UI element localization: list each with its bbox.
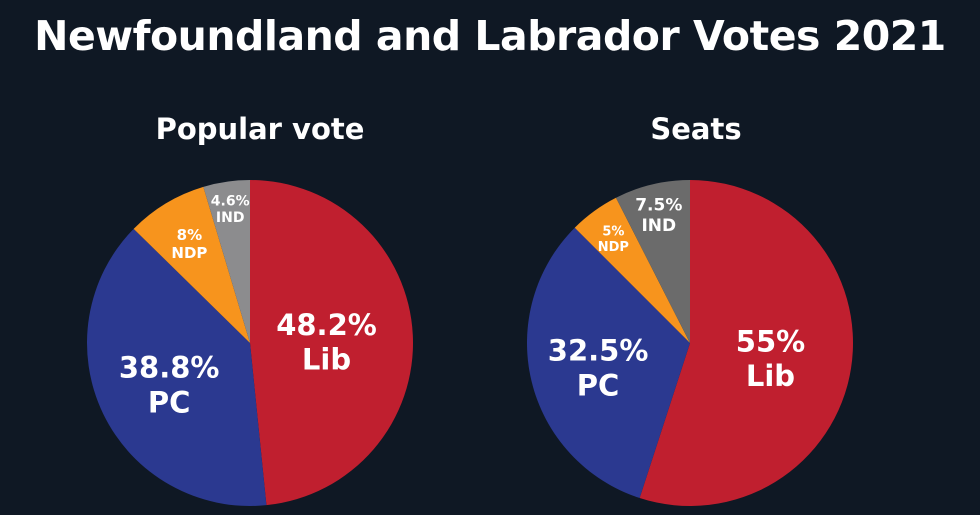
slice-party: NDP (171, 244, 207, 262)
slice-percent: 7.5% (635, 195, 682, 215)
slice-party: PC (577, 369, 620, 403)
label-ind: 4.6% IND (211, 193, 250, 226)
slice-pc (86, 228, 267, 506)
label-pc: 38.8% PC (119, 350, 220, 419)
slice-percent: 38.8% (119, 350, 220, 384)
slice-percent: 5% (602, 225, 624, 240)
slice-lib (639, 180, 853, 506)
slice-party: Lib (746, 359, 795, 393)
slice-party: NDP (598, 240, 629, 255)
slice-party: PC (148, 385, 191, 419)
label-lib: 55% Lib (736, 324, 805, 393)
slice-percent: 48.2% (276, 308, 377, 342)
chart-title: Newfoundland and Labrador Votes 2021 (34, 12, 946, 60)
slice-pc (526, 227, 690, 499)
slice-lib (250, 180, 414, 506)
slice-party: IND (216, 210, 245, 226)
label-ind: 7.5% IND (635, 195, 682, 235)
slice-party: Lib (302, 343, 351, 377)
label-pc: 32.5% PC (548, 334, 649, 403)
slice-ndp (133, 186, 250, 343)
slice-percent: 55% (736, 324, 805, 358)
popular-vote-subtitle: Popular vote (155, 112, 365, 146)
label-ndp: 8% NDP (171, 226, 207, 262)
slice-ndp (574, 197, 690, 343)
label-lib: 48.2% Lib (276, 308, 377, 377)
seats-subtitle: Seats (650, 112, 742, 146)
slice-percent: 8% (177, 226, 202, 244)
slice-percent: 4.6% (211, 193, 250, 209)
slice-ind (203, 180, 250, 343)
slice-ind (615, 180, 690, 343)
slice-party: IND (641, 216, 676, 236)
label-ndp: 5% NDP (598, 225, 629, 256)
slice-percent: 32.5% (548, 334, 649, 368)
